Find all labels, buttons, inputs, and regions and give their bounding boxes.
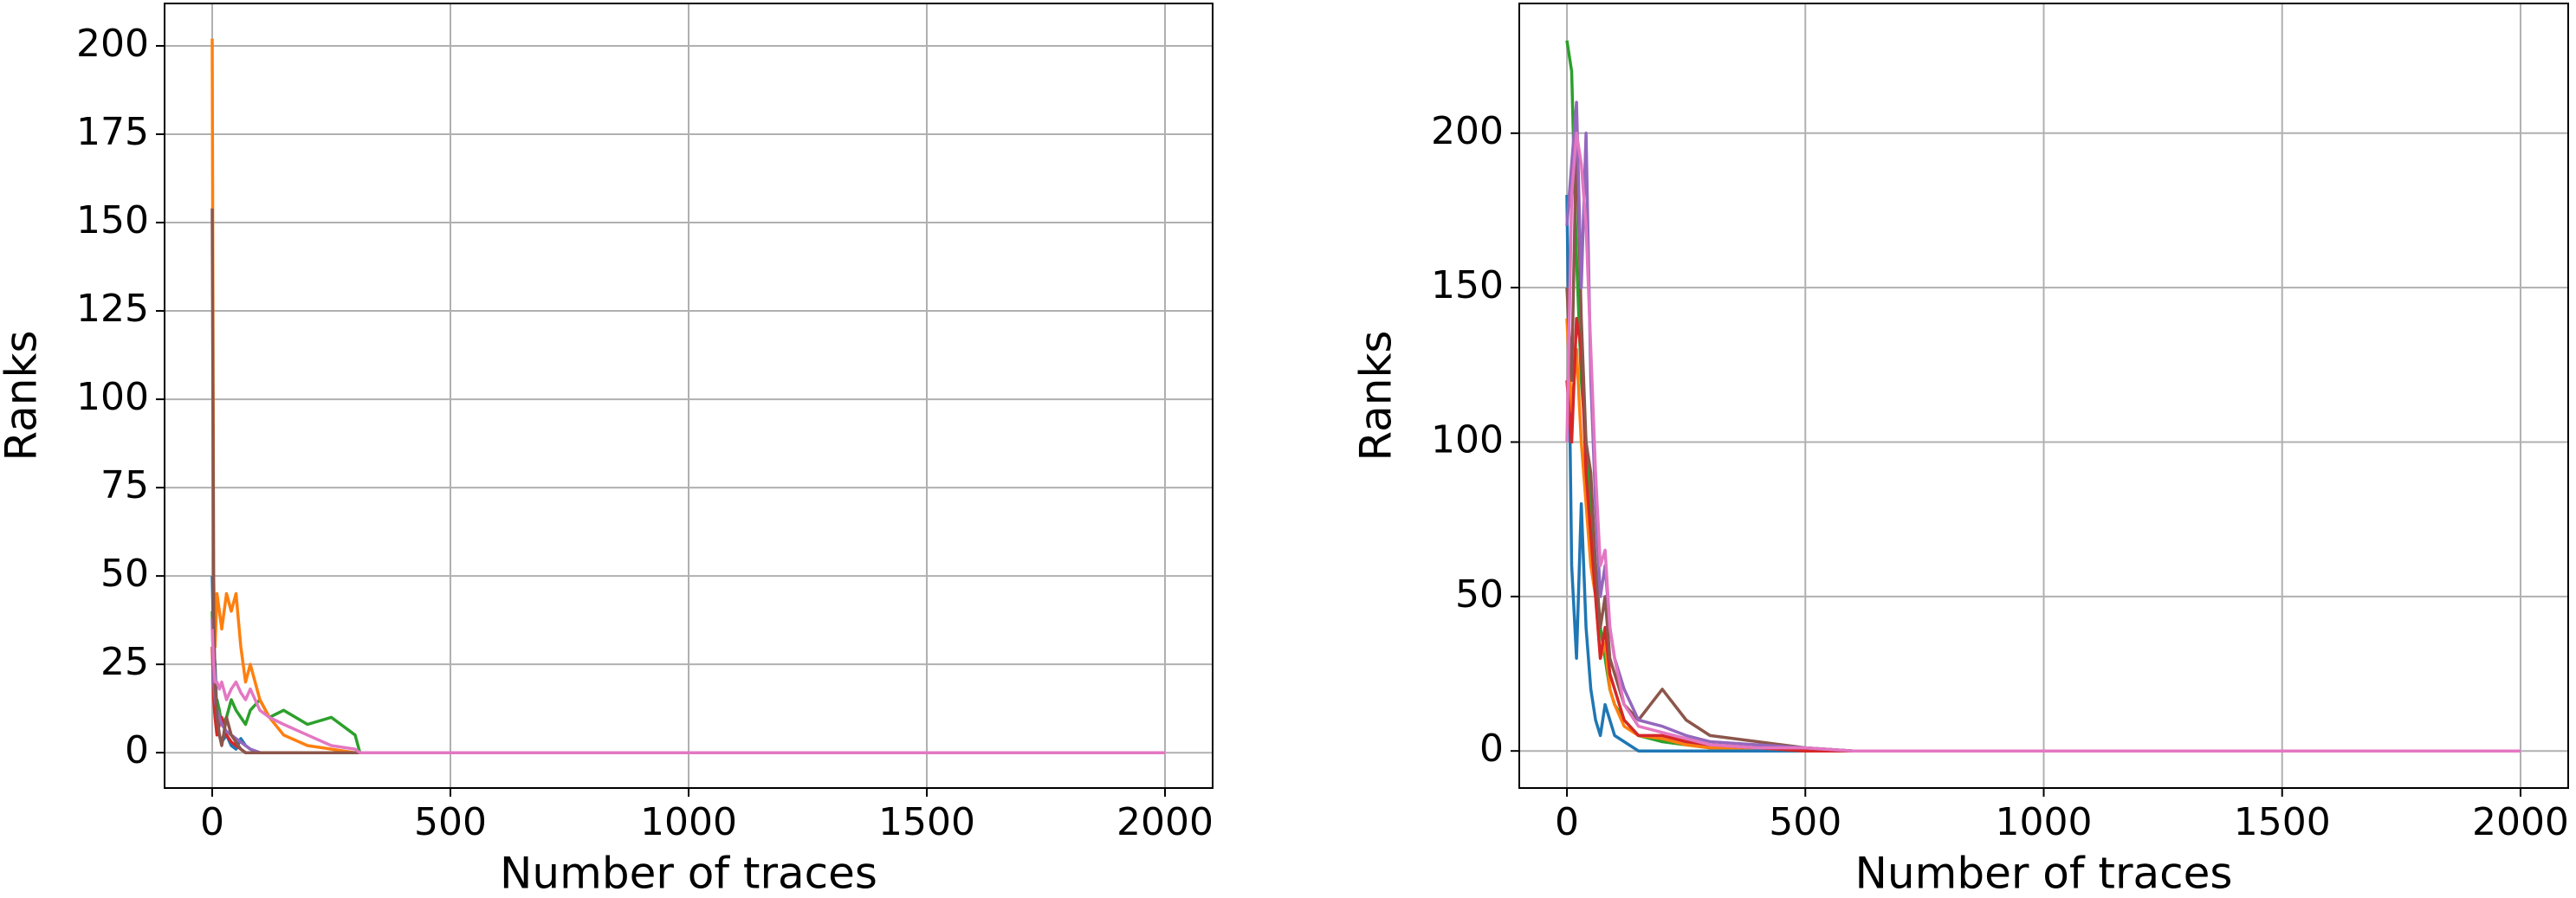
y-tick-label: 150 xyxy=(1431,263,1504,307)
x-tick-label: 0 xyxy=(1555,800,1579,844)
series-line xyxy=(210,611,1165,754)
y-tick-label: 100 xyxy=(76,375,149,419)
x-tick-label: 1000 xyxy=(640,800,737,844)
x-tick-label: 500 xyxy=(1769,800,1841,844)
chart-panel: 0 500 1000 1500 2000 0 50 100 150 200 Number of tr… xyxy=(1351,3,2569,898)
series-line xyxy=(210,629,1165,754)
y-tick-label: 150 xyxy=(76,198,149,242)
x-tick-label: 1500 xyxy=(2234,800,2331,844)
x-tick-label: 2000 xyxy=(1116,800,1214,844)
chart-panel: 0 500 1000 1500 2000 0 25 50 75 100 125 150 175 200 Nu… xyxy=(0,3,1214,898)
axes-frame xyxy=(164,3,1214,789)
y-tick-label: 200 xyxy=(1431,109,1504,153)
y-axis-label: Ranks xyxy=(1351,331,1401,462)
y-tick-label: 200 xyxy=(76,22,149,66)
y-tick-label: 75 xyxy=(100,463,149,507)
x-tick-label: 1000 xyxy=(1996,800,2093,844)
axes-frame xyxy=(1518,3,2569,789)
x-tick-label: 500 xyxy=(414,800,487,844)
y-tick-label: 175 xyxy=(76,110,149,154)
y-axis-label: Ranks xyxy=(0,331,47,462)
x-tick-label: 1500 xyxy=(878,800,975,844)
y-tick-label: 25 xyxy=(100,640,149,684)
y-tick-label: 125 xyxy=(76,287,149,331)
y-tick-label: 50 xyxy=(1455,572,1504,617)
y-tick-label: 0 xyxy=(1479,727,1504,771)
x-axis-label: Number of traces xyxy=(500,849,877,898)
y-tick-label: 0 xyxy=(125,728,149,772)
y-tick-label: 100 xyxy=(1431,418,1504,462)
x-tick-label: 2000 xyxy=(2472,800,2569,844)
x-tick-label: 0 xyxy=(200,800,224,844)
series-line xyxy=(1565,132,2521,753)
x-axis-label: Number of traces xyxy=(1855,849,2233,898)
y-tick-label: 50 xyxy=(100,552,149,596)
